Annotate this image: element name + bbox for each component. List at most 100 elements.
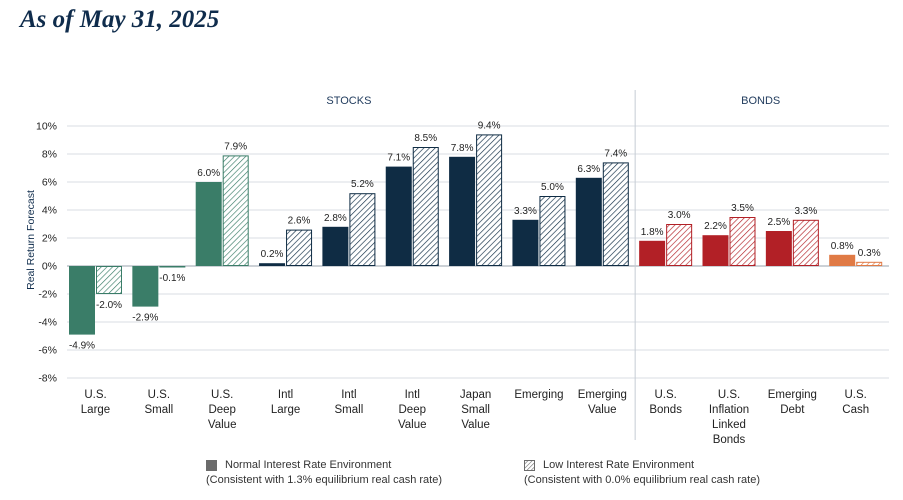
data-label: 7.8%	[451, 143, 474, 154]
data-label: 0.8%	[831, 241, 854, 252]
data-label: 6.0%	[197, 168, 220, 179]
x-tick-label: Emerging	[514, 389, 563, 401]
data-label: 1.8%	[641, 227, 664, 238]
y-axis-label: Real Return Forecast	[25, 190, 37, 290]
x-tick-label: Small	[461, 404, 490, 416]
data-label: -2.0%	[96, 300, 122, 311]
x-tick-label: Intl	[405, 389, 420, 401]
group-header: STOCKS	[326, 95, 371, 107]
y-tick-label: -4%	[38, 317, 57, 329]
group-header: BONDS	[741, 95, 780, 107]
x-tick-label: Deep	[208, 404, 236, 416]
bar-low	[159, 266, 186, 268]
bar-low	[412, 147, 439, 266]
data-label: 7.1%	[387, 153, 410, 164]
legend-item-low: Low Interest Rate Environment (Consisten…	[524, 458, 760, 488]
bar-normal	[132, 266, 159, 307]
x-tick-label: Emerging	[578, 389, 627, 401]
data-label: 8.5%	[414, 133, 437, 144]
data-label: 3.0%	[668, 210, 691, 221]
data-label: 3.3%	[514, 206, 537, 217]
x-tick-label: Value	[398, 419, 427, 431]
legend-swatch-hatched	[524, 460, 535, 471]
x-tick-label: Value	[588, 404, 617, 416]
legend-note-low: (Consistent with 0.0% equilibrium real c…	[524, 474, 760, 486]
x-tick-label: Intl	[278, 389, 293, 401]
bar-normal	[449, 156, 476, 266]
bar-low	[222, 155, 249, 266]
x-tick-label: Emerging	[768, 389, 817, 401]
data-label: -4.9%	[69, 341, 95, 352]
data-label: 5.2%	[351, 179, 374, 190]
data-label: 3.5%	[731, 203, 754, 214]
legend-item-normal: Normal Interest Rate Environment (Consis…	[206, 458, 442, 488]
page-title: As of May 31, 2025	[20, 6, 220, 33]
bar-low	[792, 219, 819, 267]
y-tick-label: 10%	[36, 121, 57, 133]
bar-normal	[512, 219, 539, 266]
bar-normal	[69, 266, 95, 335]
x-tick-label: Value	[208, 419, 237, 431]
data-label: 7.4%	[604, 148, 627, 159]
x-tick-label: Large	[81, 404, 110, 416]
data-label: 0.2%	[261, 249, 284, 260]
x-tick-label: Deep	[399, 404, 427, 416]
bar-normal	[385, 166, 412, 266]
x-tick-label: Inflation	[709, 404, 749, 416]
bar-low	[96, 266, 122, 294]
legend-note-normal: (Consistent with 1.3% equilibrium real c…	[206, 474, 442, 486]
data-label: 7.9%	[224, 141, 247, 152]
x-tick-label: Bonds	[713, 434, 746, 446]
x-tick-label: U.S.	[718, 389, 740, 401]
x-tick-label: Debt	[780, 404, 805, 416]
y-tick-label: 2%	[42, 233, 57, 245]
legend-label-low: Low Interest Rate Environment	[543, 459, 695, 471]
data-label: 2.6%	[288, 216, 311, 227]
bar-normal	[259, 263, 286, 266]
bar-normal	[765, 231, 792, 266]
x-tick-label: Bonds	[649, 404, 682, 416]
bar-low	[286, 229, 313, 267]
data-label: -2.9%	[132, 313, 158, 324]
bar-normal	[195, 182, 222, 266]
y-tick-label: 4%	[42, 205, 57, 217]
data-label: 6.3%	[577, 164, 600, 175]
x-tick-label: Small	[144, 404, 173, 416]
x-tick-label: U.S.	[654, 389, 676, 401]
bar-low	[602, 162, 629, 266]
bar-low	[666, 224, 693, 266]
x-tick-label: Large	[271, 404, 300, 416]
bar-low	[856, 261, 883, 266]
y-tick-label: -6%	[38, 345, 57, 357]
x-tick-label: Linked	[712, 419, 746, 431]
bar-low	[539, 196, 566, 266]
data-label: 2.5%	[767, 217, 790, 228]
data-label: 2.8%	[324, 213, 347, 224]
x-tick-label: Japan	[460, 389, 491, 401]
bar-normal	[575, 177, 602, 266]
data-label: 0.3%	[858, 248, 881, 259]
x-tick-label: Small	[335, 404, 364, 416]
x-tick-label: U.S.	[148, 389, 170, 401]
legend-swatch-solid	[206, 460, 217, 471]
data-label: 5.0%	[541, 182, 564, 193]
bar-low	[729, 217, 756, 266]
x-tick-label: U.S.	[211, 389, 233, 401]
y-tick-label: 8%	[42, 149, 57, 161]
bar-normal	[829, 254, 856, 266]
x-tick-label: U.S.	[84, 389, 106, 401]
y-tick-label: 0%	[42, 261, 57, 273]
bar-normal	[322, 226, 349, 266]
legend-label-normal: Normal Interest Rate Environment	[225, 459, 392, 471]
x-tick-label: U.S.	[845, 389, 867, 401]
bar-normal	[639, 240, 666, 266]
y-tick-label: 6%	[42, 177, 57, 189]
bar-normal	[702, 235, 729, 266]
data-label: -0.1%	[159, 273, 185, 284]
data-label: 2.2%	[704, 221, 727, 232]
data-label: 3.3%	[794, 206, 817, 217]
bar-low	[476, 134, 503, 266]
x-tick-label: Intl	[341, 389, 356, 401]
x-tick-label: Cash	[842, 404, 869, 416]
